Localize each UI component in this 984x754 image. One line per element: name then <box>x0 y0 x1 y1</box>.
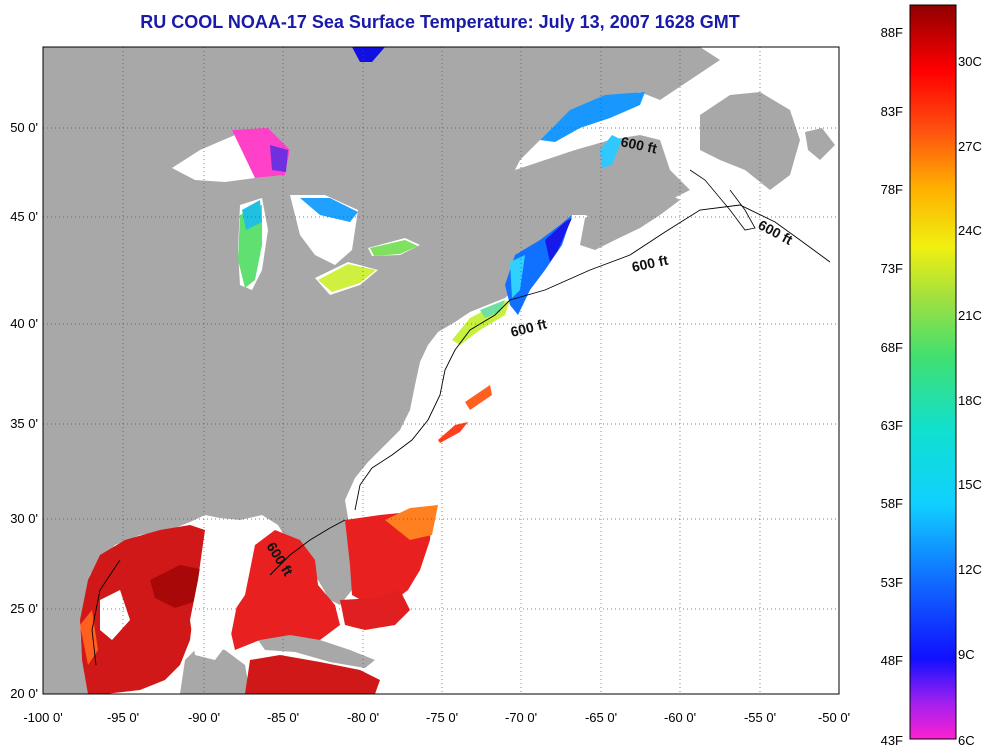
cb-f-label: 88F <box>881 25 903 40</box>
lat-tick: 40 0' <box>10 316 38 331</box>
land-newfoundland <box>700 92 800 190</box>
map-frame <box>42 46 840 695</box>
lon-tick: -100 0' <box>23 710 62 725</box>
lon-tick: -50 0' <box>818 710 850 725</box>
colorbar <box>909 4 957 740</box>
cb-f-label: 68F <box>881 340 903 355</box>
cb-f-label: 78F <box>881 182 903 197</box>
isobath-600ft <box>91 204 831 666</box>
cb-f-label: 53F <box>881 575 903 590</box>
land-yucatan <box>180 645 250 694</box>
isobath-label: 600 ft <box>630 252 669 275</box>
longitude-axis: -100 0' -95 0' -90 0' -85 0' -80 0' -75 … <box>23 710 850 725</box>
cb-f-label: 43F <box>881 733 903 748</box>
lat-tick: 20 0' <box>10 686 38 701</box>
lon-tick: -55 0' <box>744 710 776 725</box>
lon-tick: -70 0' <box>505 710 537 725</box>
lat-tick: 25 0' <box>10 601 38 616</box>
colorbar-celsius-labels: 30C 27C 24C 21C 18C 15C 12C 9C 6C <box>958 54 982 748</box>
cb-c-label: 27C <box>958 139 982 154</box>
cb-c-label: 6C <box>958 733 975 748</box>
lon-tick: -65 0' <box>585 710 617 725</box>
lat-tick: 30 0' <box>10 511 38 526</box>
cb-c-label: 15C <box>958 477 982 492</box>
cb-c-label: 18C <box>958 393 982 408</box>
cb-f-label: 58F <box>881 496 903 511</box>
cb-c-label: 9C <box>958 647 975 662</box>
cb-c-label: 30C <box>958 54 982 69</box>
lon-tick: -85 0' <box>267 710 299 725</box>
lat-tick: 35 0' <box>10 416 38 431</box>
lat-tick: 45 0' <box>10 209 38 224</box>
lon-tick: -75 0' <box>426 710 458 725</box>
lon-tick: -90 0' <box>188 710 220 725</box>
lon-tick: -60 0' <box>664 710 696 725</box>
lon-tick: -80 0' <box>347 710 379 725</box>
cb-c-label: 24C <box>958 223 982 238</box>
cb-c-label: 12C <box>958 562 982 577</box>
lon-tick: -95 0' <box>107 710 139 725</box>
cb-f-label: 48F <box>881 653 903 668</box>
lat-tick: 50 0' <box>10 120 38 135</box>
colorbar-fahrenheit-labels: 88F 83F 78F 73F 68F 63F 58F 53F 48F 43F <box>881 25 903 748</box>
graticule <box>43 47 839 694</box>
latitude-axis: 50 0' 45 0' 40 0' 35 0' 30 0' 25 0' 20 0… <box>10 120 38 701</box>
cb-f-label: 63F <box>881 418 903 433</box>
land-nova-scotia <box>580 192 680 250</box>
cb-f-label: 83F <box>881 104 903 119</box>
isobath-label: 600 ft <box>619 133 658 156</box>
cb-f-label: 73F <box>881 261 903 276</box>
map-title: RU COOL NOAA-17 Sea Surface Temperature:… <box>140 12 740 32</box>
land-cuba <box>258 632 375 668</box>
land-north-america <box>43 47 720 694</box>
cb-c-label: 21C <box>958 308 982 323</box>
